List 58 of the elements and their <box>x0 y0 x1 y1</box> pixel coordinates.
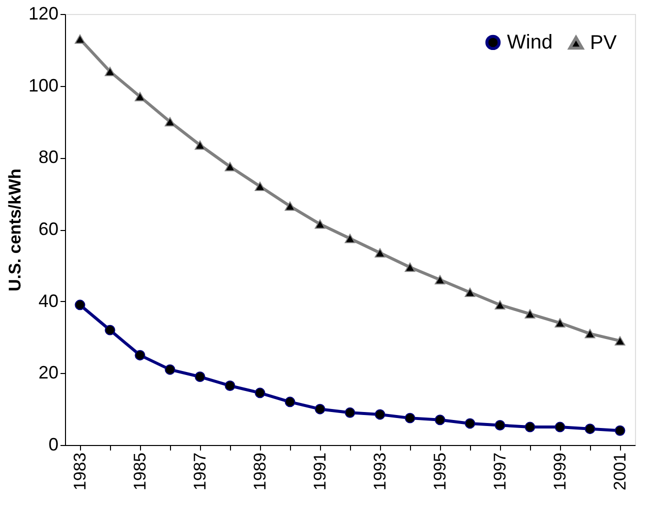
x-tick-label: 1989 <box>250 452 270 490</box>
x-tick-label: 1993 <box>370 452 390 490</box>
point <box>374 248 386 258</box>
y-tick-label: 0 <box>48 434 58 454</box>
point <box>254 182 266 192</box>
point <box>464 418 476 429</box>
point <box>104 324 116 336</box>
point <box>194 140 206 150</box>
point <box>74 34 86 44</box>
x-tick-label: 1985 <box>130 452 150 490</box>
x-tick-label: 1983 <box>70 452 90 490</box>
point <box>344 234 356 244</box>
point <box>404 262 416 272</box>
point <box>554 318 566 328</box>
x-tick-label: 1997 <box>490 452 510 490</box>
y-tick-label: 80 <box>38 147 58 168</box>
y-axis-title: U.S. cents/kWh <box>5 168 24 292</box>
point <box>314 220 326 229</box>
point <box>584 424 596 434</box>
point <box>614 336 626 346</box>
point <box>524 309 536 319</box>
point <box>314 404 326 414</box>
point <box>554 422 566 432</box>
point <box>284 396 296 408</box>
point <box>614 425 626 436</box>
y-tick-label: 60 <box>38 219 58 239</box>
y-tick-label: 40 <box>38 290 58 311</box>
point <box>374 409 386 420</box>
point <box>134 350 146 360</box>
point <box>464 288 476 297</box>
point <box>494 420 506 430</box>
point <box>194 372 206 382</box>
point <box>584 329 596 338</box>
point <box>254 388 266 398</box>
point <box>104 66 116 76</box>
point <box>164 364 176 375</box>
point <box>224 162 236 172</box>
x-tick-label: 1991 <box>310 452 330 490</box>
point <box>434 275 446 284</box>
legend-label: PV <box>590 32 618 54</box>
x-tick-label: 1995 <box>430 452 450 490</box>
point <box>74 300 86 310</box>
point <box>524 422 536 432</box>
x-tick-label: 2001 <box>610 452 630 490</box>
point <box>344 407 356 418</box>
y-tick-label: 20 <box>38 362 58 383</box>
legend-label: Wind <box>507 31 553 54</box>
point <box>494 300 506 310</box>
point <box>134 92 146 102</box>
y-tick-label: 100 <box>28 75 58 96</box>
point <box>164 117 176 126</box>
x-tick-label: 1999 <box>550 452 570 490</box>
y-tick-label: 120 <box>28 4 58 24</box>
point <box>224 380 236 391</box>
x-tick-label: 1987 <box>190 452 210 490</box>
point <box>404 412 416 424</box>
point <box>434 414 446 426</box>
point <box>284 202 296 211</box>
